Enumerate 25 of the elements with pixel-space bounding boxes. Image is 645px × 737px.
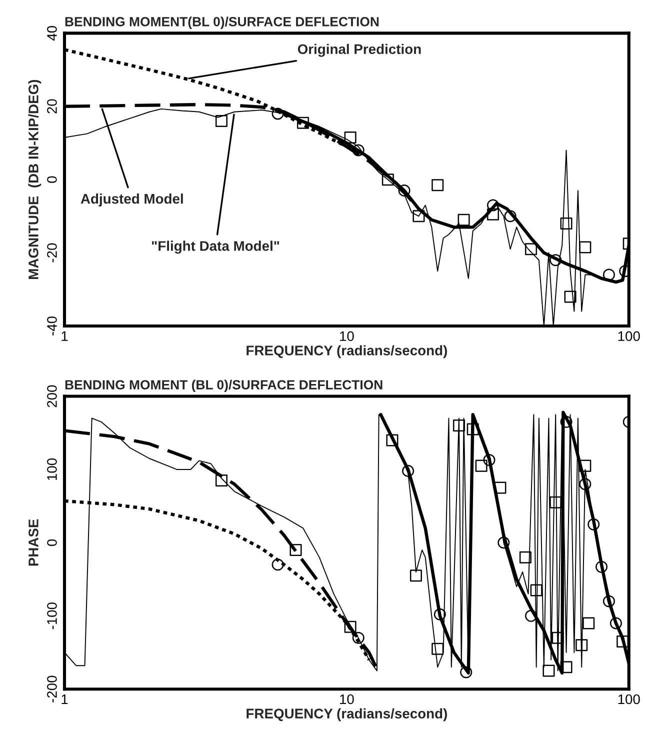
y-tick-label: 0 (47, 176, 57, 183)
annotation: Adjusted Model (80, 194, 183, 206)
x-tick-label: 10 (340, 331, 354, 342)
y-axis-title: PHASE (28, 519, 38, 566)
y-tick-label: 100 (47, 458, 57, 480)
y-tick-label: 0 (47, 539, 57, 546)
x-tick-label: 100 (618, 694, 640, 704)
y-tick-label: -100 (47, 602, 57, 630)
y-axis-title: MAGNITUDE (DB IN-KIP/DEG) (28, 80, 42, 279)
y-tick-label: 200 (47, 385, 57, 408)
y-tick-label: 20 (47, 99, 57, 114)
y-tick-label: -40 (47, 316, 57, 336)
chart-title: BENDING MOMENT(BL 0)/SURFACE DEFLECTION (65, 16, 379, 29)
y-tick-label: -20 (47, 243, 57, 262)
annotation: "Flight Data Model" (152, 240, 280, 254)
chart-title: BENDING MOMENT (BL 0)/SURFACE DEFLECTION (65, 380, 382, 392)
x-tick-label: 100 (618, 331, 640, 342)
x-tick-label: 1 (62, 331, 68, 341)
y-tick-label: -200 (47, 676, 57, 702)
y-tick-label: 40 (47, 26, 57, 41)
x-tick-label: 1 (62, 694, 68, 704)
x-axis-title: FREQUENCY (radians/second) (246, 708, 447, 722)
x-axis-title: FREQUENCY (radians/second) (246, 345, 447, 358)
x-tick-label: 10 (340, 694, 354, 704)
annotation: Original Prediction (298, 44, 421, 57)
